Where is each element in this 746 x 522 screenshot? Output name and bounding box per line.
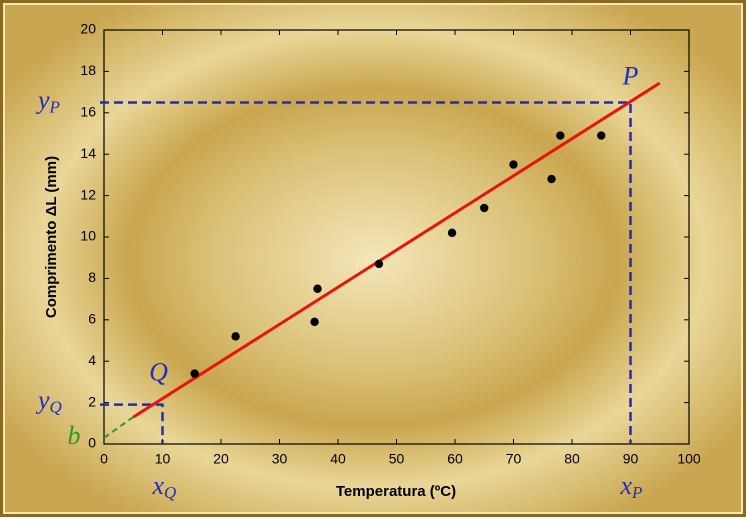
x-symbol-letter: x <box>152 471 165 500</box>
point-label: P <box>622 61 639 90</box>
y-symbol-sub: P <box>49 97 60 116</box>
fit-line <box>132 81 661 419</box>
data-point <box>374 259 384 269</box>
data-point <box>509 160 518 169</box>
data-point <box>547 174 556 184</box>
point-label: Q <box>149 358 168 387</box>
x-tick-label: 60 <box>447 451 463 467</box>
y-tick-label: 6 <box>88 311 96 327</box>
x-tick-label: 90 <box>623 451 639 467</box>
data-point <box>313 284 322 293</box>
data-point <box>480 203 489 213</box>
background <box>3 3 743 514</box>
data-point <box>597 131 606 140</box>
y-symbol: yQ <box>35 386 62 417</box>
x-tick-label: 100 <box>677 451 701 467</box>
data-point <box>447 228 457 238</box>
y-tick-label: 2 <box>88 393 96 409</box>
x-tick-label: 0 <box>100 451 108 467</box>
y-tick-label: 12 <box>80 186 96 202</box>
x-symbol-letter: x <box>620 471 633 500</box>
data-point <box>310 317 319 327</box>
y-tick-label: 10 <box>80 228 96 244</box>
x-tick-label: 30 <box>272 451 288 467</box>
intercept-label: b <box>68 421 81 450</box>
y-symbol-sub: Q <box>50 398 62 417</box>
x-axis-label: Temperatura (ºC) <box>336 483 456 500</box>
x-symbol-sub: P <box>631 483 642 502</box>
y-tick-label: 20 <box>80 21 96 37</box>
y-symbol-letter: y <box>35 386 50 415</box>
data-point <box>231 332 240 341</box>
y-tick-label: 0 <box>88 435 96 451</box>
x-symbol-sub: Q <box>164 483 176 502</box>
y-tick-label: 18 <box>80 62 96 78</box>
x-tick-label: 50 <box>389 451 405 467</box>
x-symbol: xQ <box>152 471 177 502</box>
x-tick-label: 80 <box>564 451 580 467</box>
x-tick-label: 70 <box>506 451 522 467</box>
y-symbol-letter: y <box>35 85 50 114</box>
y-symbol: yP <box>35 85 60 116</box>
guide-line <box>100 403 164 444</box>
y-tick-label: 14 <box>80 145 96 161</box>
x-symbol: xP <box>620 471 643 502</box>
x-tick-label: 20 <box>213 451 229 467</box>
extrapolation-line <box>103 416 134 439</box>
guide-line <box>100 101 632 444</box>
data-point <box>556 131 565 140</box>
y-tick-label: 8 <box>88 269 96 285</box>
x-tick-label: 40 <box>330 451 346 467</box>
data-point <box>190 369 199 378</box>
x-tick-label: 10 <box>155 451 171 467</box>
y-tick-label: 4 <box>88 352 96 368</box>
y-axis-label: Comprimento ΔL (mm) <box>43 156 60 318</box>
y-tick-label: 16 <box>80 104 96 120</box>
